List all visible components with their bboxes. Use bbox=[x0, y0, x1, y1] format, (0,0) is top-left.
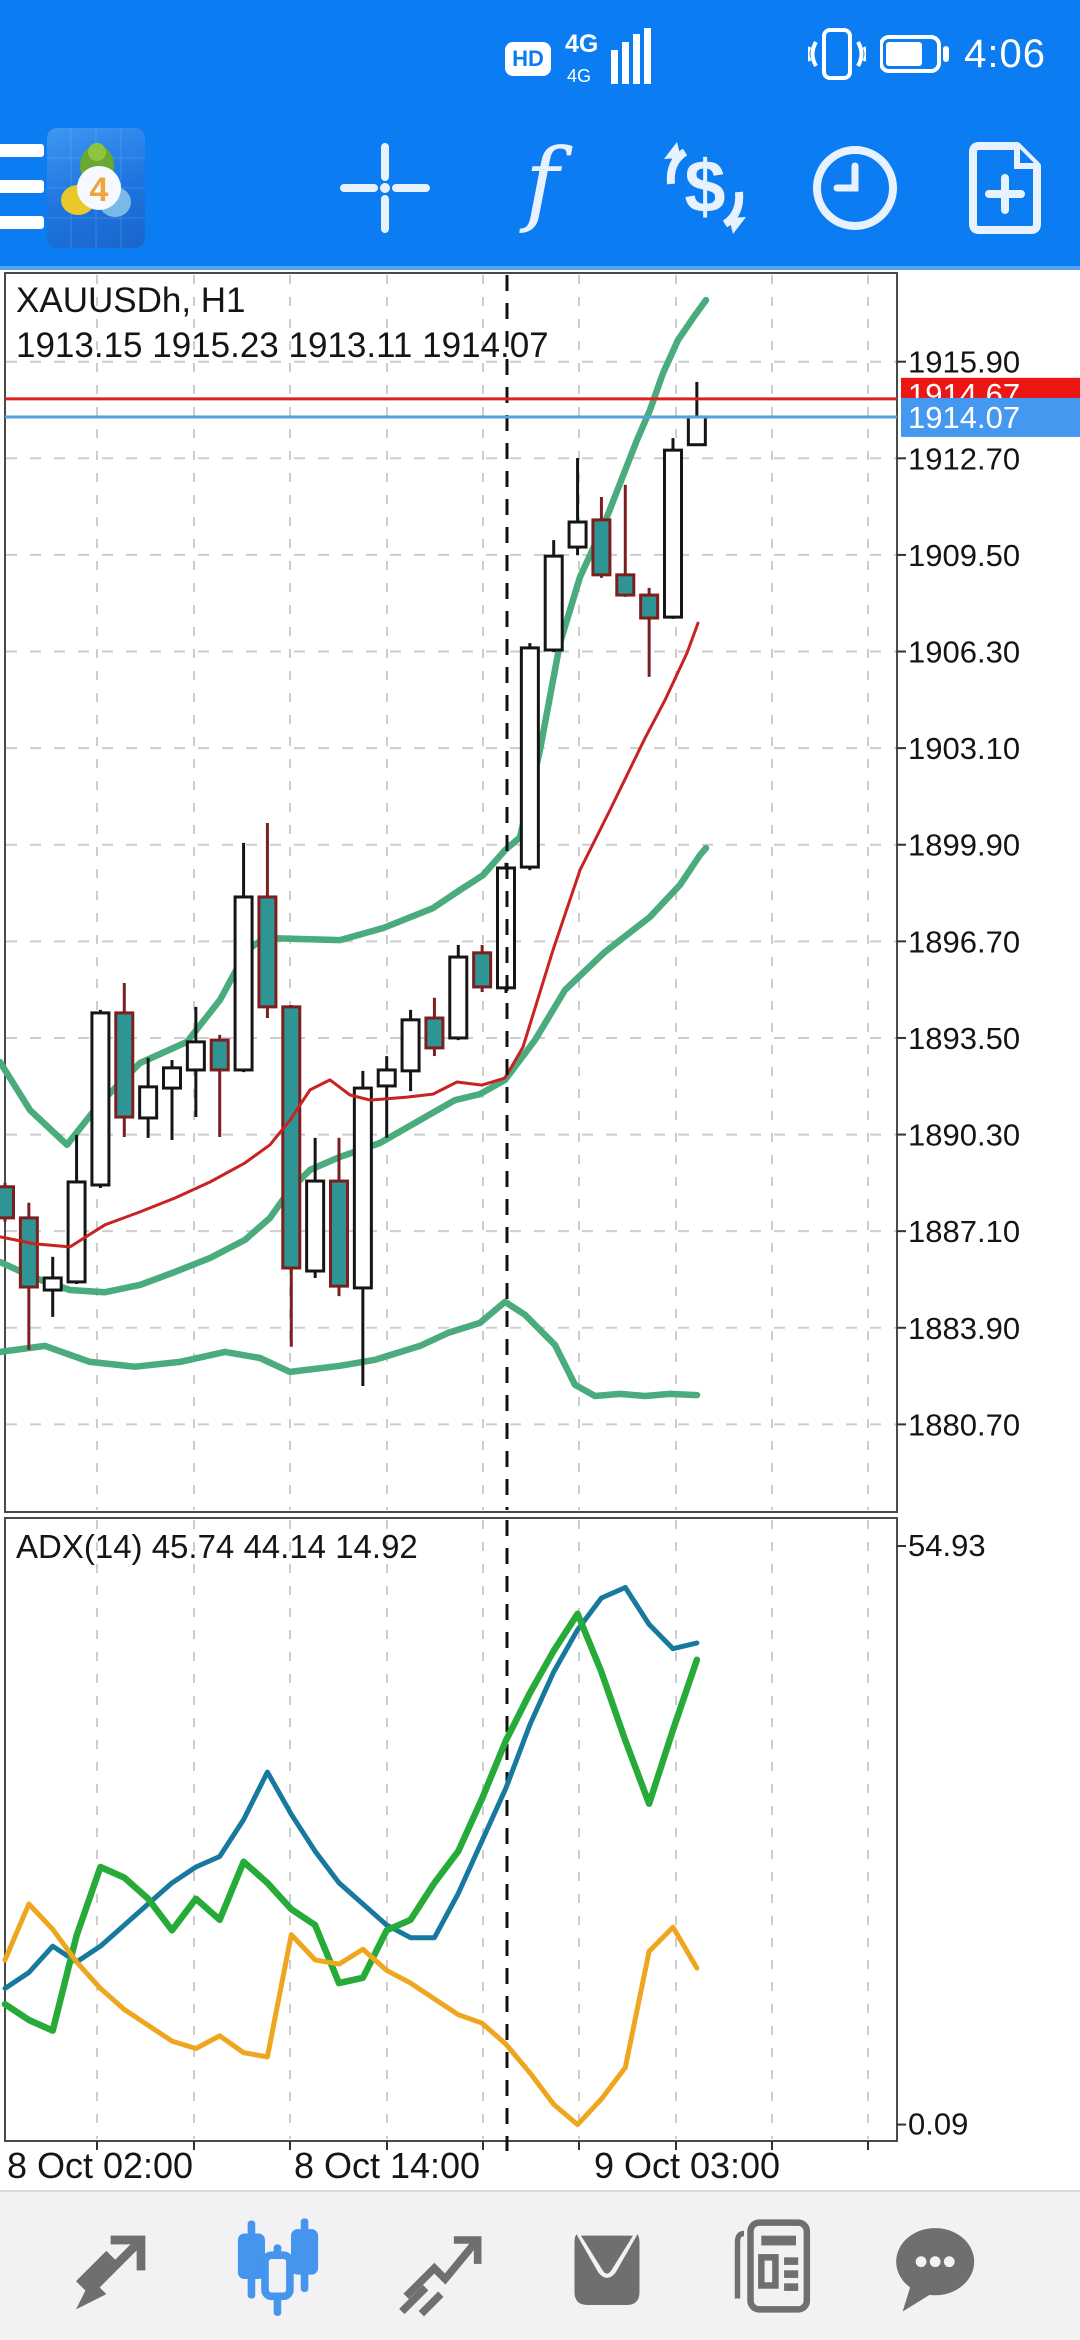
candle-body bbox=[161, 1066, 182, 1090]
svg-text:f: f bbox=[519, 138, 573, 236]
price-axis-label: 1893.50 bbox=[908, 1021, 1020, 1056]
nav-messages-button[interactable] bbox=[873, 2206, 993, 2326]
candle-body bbox=[424, 1016, 445, 1050]
candle-body bbox=[686, 415, 707, 447]
nav-quotes-button[interactable] bbox=[55, 2206, 175, 2326]
candle-body bbox=[66, 1180, 87, 1284]
candle-body bbox=[90, 1011, 111, 1187]
candle-body bbox=[0, 1185, 15, 1220]
trend-line-icon bbox=[399, 2236, 482, 2317]
crosshair-button[interactable] bbox=[335, 110, 435, 266]
history-button[interactable] bbox=[805, 110, 905, 266]
indicator-panel bbox=[4, 1517, 898, 2142]
candle-body bbox=[472, 951, 493, 989]
price-axis-label: 1887.10 bbox=[908, 1214, 1020, 1249]
candle-body bbox=[138, 1085, 159, 1120]
network-type-label: 4G bbox=[565, 30, 598, 58]
svg-text:$: $ bbox=[684, 145, 725, 228]
candle-body bbox=[114, 1011, 135, 1119]
price-axis-label: 1912.70 bbox=[908, 441, 1020, 476]
adx-line-minusDI bbox=[2, 1901, 700, 2128]
nav-trade-button[interactable] bbox=[547, 2206, 667, 2326]
candle-body bbox=[209, 1038, 230, 1072]
candle-body bbox=[233, 895, 254, 1072]
new-order-button[interactable] bbox=[955, 110, 1055, 266]
chat-icon bbox=[896, 2228, 975, 2312]
candle-body bbox=[305, 1179, 326, 1273]
trade-tray-icon bbox=[572, 2227, 642, 2305]
adx-scale-max: 54.93 bbox=[908, 1528, 986, 1563]
price-axis-label: 1909.50 bbox=[908, 538, 1020, 573]
candle-body bbox=[185, 1040, 206, 1072]
candle-body bbox=[42, 1276, 63, 1292]
nav-trade-line-button[interactable] bbox=[383, 2206, 503, 2326]
ma-red-line bbox=[0, 621, 700, 1249]
ohlc-values: 1913.15 1915.23 1913.11 1914.07 bbox=[16, 326, 549, 365]
candle-body bbox=[352, 1086, 373, 1290]
candle-body bbox=[519, 646, 540, 869]
adx-header: ADX(14) 45.74 44.14 14.92 bbox=[16, 1528, 418, 1565]
nav-news-button[interactable] bbox=[710, 2206, 830, 2326]
candle-body bbox=[567, 520, 588, 549]
candle-body bbox=[281, 1005, 302, 1270]
function-icon: f bbox=[519, 138, 573, 236]
price-axis-label: 1883.90 bbox=[908, 1311, 1020, 1346]
hd-icon: HD bbox=[505, 42, 551, 76]
adx-line-plusDI bbox=[1, 1610, 701, 2034]
price-axis-label: 1903.10 bbox=[908, 731, 1020, 766]
mt4-logo[interactable]: 4 bbox=[47, 128, 145, 248]
candle-body bbox=[18, 1216, 39, 1289]
price-axis-label: 1890.30 bbox=[908, 1118, 1020, 1153]
signal-strength-icon: 4G 4G bbox=[565, 28, 651, 86]
price-axis-label: 1906.30 bbox=[908, 635, 1020, 670]
vibrate-icon bbox=[808, 28, 867, 80]
time-axis-label: 9 Oct 03:00 bbox=[594, 2145, 780, 2186]
menu-button[interactable] bbox=[0, 110, 48, 266]
quotes-icon bbox=[76, 2235, 146, 2310]
price-axis-label: 1899.90 bbox=[908, 828, 1020, 863]
candle-body bbox=[639, 593, 660, 620]
candlestick-chart-icon bbox=[237, 2218, 319, 2316]
price-axis-label: 1915.90 bbox=[908, 345, 1020, 380]
candle-body bbox=[328, 1179, 349, 1288]
candle-body bbox=[257, 895, 278, 1009]
clock-time: 4:06 bbox=[964, 31, 1046, 76]
candle-body bbox=[448, 955, 469, 1040]
adx-scale-min: 0.09 bbox=[908, 2107, 968, 2142]
price-axis-label: 1896.70 bbox=[908, 924, 1020, 959]
bid-price-tag-label: 1914.07 bbox=[908, 400, 1020, 435]
band-lower-line bbox=[0, 1298, 701, 1400]
currency-exchange-icon: $ bbox=[664, 142, 746, 234]
candle-body bbox=[543, 554, 564, 652]
nav-charts-button[interactable] bbox=[218, 2206, 338, 2326]
news-icon bbox=[734, 2219, 811, 2313]
clock-icon bbox=[813, 146, 897, 230]
candle-body bbox=[591, 518, 612, 577]
time-axis-label: 8 Oct 14:00 bbox=[294, 2145, 480, 2186]
svg-text:4: 4 bbox=[90, 171, 109, 209]
toolbar: 4 f $ bbox=[0, 110, 1080, 270]
price-axis-label: 1880.70 bbox=[908, 1407, 1020, 1442]
candle-body bbox=[615, 573, 636, 597]
symbol-title: XAUUSDh, H1 bbox=[16, 281, 246, 320]
symbols-button[interactable]: $ bbox=[650, 110, 760, 266]
bid-price-tag bbox=[901, 397, 1080, 437]
new-order-icon bbox=[969, 142, 1041, 234]
candle-body bbox=[400, 1018, 421, 1073]
network-type-small-label: 4G bbox=[567, 66, 591, 86]
status-bar: HD 4G 4G 4:06 bbox=[0, 0, 1080, 110]
hamburger-icon bbox=[0, 144, 44, 229]
battery-icon bbox=[880, 35, 950, 73]
candle-body bbox=[376, 1068, 397, 1088]
indicators-button[interactable]: f bbox=[492, 110, 592, 266]
crosshair-icon bbox=[340, 143, 430, 233]
candle-body bbox=[662, 448, 683, 619]
time-axis-label: 8 Oct 02:00 bbox=[7, 2145, 193, 2186]
